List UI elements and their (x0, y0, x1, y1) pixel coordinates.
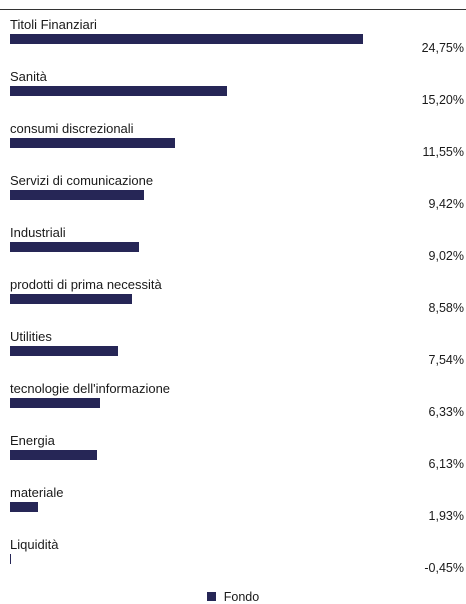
chart-row: Liquidità -0,45% (0, 537, 466, 589)
chart-row: Utilities 7,54% (0, 329, 466, 381)
bar (10, 34, 363, 44)
top-divider (0, 9, 466, 10)
bar (10, 294, 133, 304)
category-label: Liquidità (10, 537, 59, 552)
chart-row: Sanità 15,20% (0, 69, 466, 121)
category-label: Servizi di comunicazione (10, 173, 154, 188)
value-label: 7,54% (428, 353, 464, 367)
bar (10, 398, 101, 408)
chart-row: materiale 1,93% (0, 485, 466, 537)
category-label: prodotti di prima necessità (10, 277, 162, 292)
value-label: 6,13% (428, 457, 464, 471)
category-label: consumi discrezionali (10, 121, 134, 136)
bar (10, 138, 175, 148)
chart-row: Energia 6,13% (0, 433, 466, 485)
legend: Fondo (0, 590, 466, 604)
category-label: Energia (10, 433, 55, 448)
chart-row: Industriali 9,02% (0, 225, 466, 277)
chart-row: consumi discrezionali 11,55% (0, 121, 466, 173)
value-label: 9,02% (428, 249, 464, 263)
value-label: -0,45% (424, 561, 464, 575)
value-label: 8,58% (428, 301, 464, 315)
bar (10, 346, 118, 356)
value-label: 24,75% (421, 41, 464, 55)
value-label: 6,33% (428, 405, 464, 419)
value-label: 1,93% (428, 509, 464, 523)
value-label: 9,42% (428, 197, 464, 211)
category-label: Titoli Finanziari (10, 17, 97, 32)
legend-label: Fondo (223, 590, 260, 604)
bar (10, 86, 227, 96)
chart-row: Titoli Finanziari 24,75% (0, 17, 466, 69)
category-label: materiale (10, 485, 64, 500)
chart-row: prodotti di prima necessità 8,58% (0, 277, 466, 329)
chart-row: tecnologie dell'informazione 6,33% (0, 381, 466, 433)
bar (10, 242, 139, 252)
legend-swatch (206, 592, 216, 601)
chart-row: Servizi di comunicazione 9,42% (0, 173, 466, 225)
bar (10, 554, 11, 564)
category-label: Industriali (10, 225, 66, 240)
bar (10, 190, 145, 200)
bar (10, 450, 98, 460)
category-label: Sanità (10, 69, 47, 84)
value-label: 15,20% (421, 93, 464, 107)
bar (10, 502, 38, 512)
category-label: Utilities (10, 329, 52, 344)
category-label: tecnologie dell'informazione (10, 381, 171, 396)
value-label: 11,55% (422, 145, 464, 159)
